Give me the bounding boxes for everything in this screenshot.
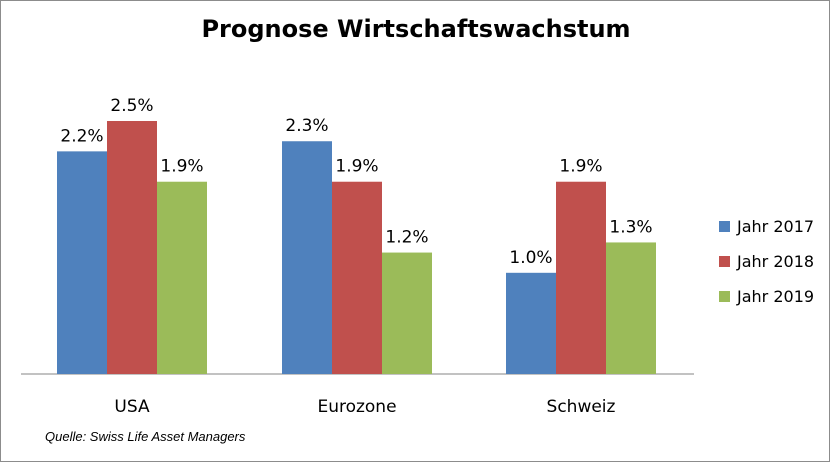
data-label: 1.2% — [385, 228, 428, 248]
category-label: USA — [114, 397, 150, 417]
legend-item: Jahr 2017 — [719, 209, 814, 244]
legend-swatch — [719, 291, 730, 302]
data-label: 2.5% — [110, 96, 153, 116]
bar — [107, 121, 157, 374]
chart-title: Prognose Wirtschaftswachstum — [201, 15, 631, 43]
source-note: Quelle: Swiss Life Asset Managers — [45, 429, 246, 444]
legend-label: Jahr 2018 — [737, 252, 815, 271]
data-label: 1.9% — [335, 157, 378, 177]
data-label: 1.3% — [609, 217, 652, 237]
legend-swatch — [719, 221, 730, 232]
bar — [556, 181, 606, 374]
category-label: Schweiz — [547, 397, 616, 417]
data-label: 1.9% — [160, 157, 203, 177]
bar — [506, 272, 556, 374]
bar — [57, 151, 107, 374]
legend-label: Jahr 2019 — [737, 287, 815, 306]
legend-swatch — [719, 256, 730, 267]
bar — [606, 242, 656, 374]
bar — [157, 181, 207, 374]
legend-item: Jahr 2018 — [719, 244, 814, 279]
bar — [332, 181, 382, 374]
legend-label: Jahr 2017 — [737, 217, 815, 236]
data-label: 1.9% — [559, 157, 602, 177]
legend-item: Jahr 2019 — [719, 279, 814, 314]
category-label: Eurozone — [317, 397, 396, 417]
legend: Jahr 2017 Jahr 2018 Jahr 2019 — [719, 209, 814, 314]
bar — [282, 141, 332, 374]
bar — [382, 252, 432, 374]
data-label: 2.2% — [60, 126, 103, 146]
data-label: 2.3% — [285, 116, 328, 136]
data-label: 1.0% — [509, 248, 552, 268]
